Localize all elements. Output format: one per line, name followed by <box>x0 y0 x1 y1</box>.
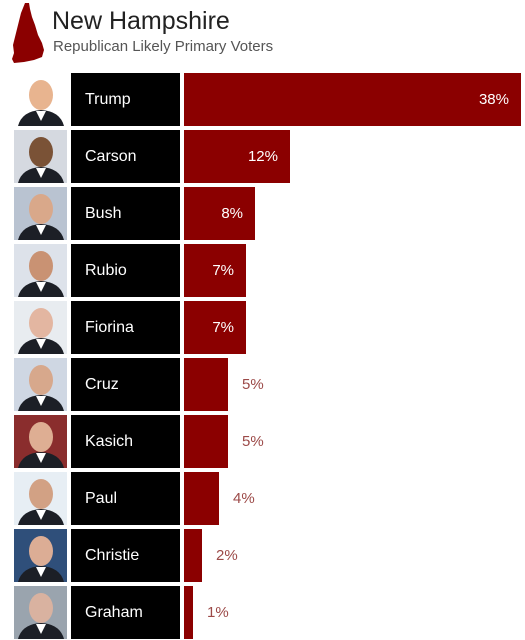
candidate-photo <box>14 529 67 582</box>
new-hampshire-state-icon <box>12 3 44 63</box>
candidate-name-box: Rubio <box>71 244 180 297</box>
candidate-name: Rubio <box>85 262 127 279</box>
candidate-name-box: Trump <box>71 73 180 126</box>
bar-row: Paul 4% <box>0 472 525 525</box>
bar-row: Trump 38% <box>0 73 525 126</box>
candidate-name: Paul <box>85 490 118 507</box>
value-label: 5% <box>242 433 264 450</box>
candidate-name: Trump <box>85 91 131 108</box>
value-label: 4% <box>233 490 255 507</box>
candidate-name-box: Paul <box>71 472 180 525</box>
candidate-photo <box>14 244 67 297</box>
chart-title: New Hampshire <box>52 7 230 35</box>
bar <box>184 472 219 525</box>
value-label: 1% <box>207 604 229 621</box>
candidate-photo <box>14 187 67 240</box>
bar <box>184 529 202 582</box>
bar <box>184 244 246 297</box>
candidate-photo <box>14 358 67 411</box>
bar <box>184 73 521 126</box>
value-label: 7% <box>212 262 234 279</box>
candidate-name: Christie <box>85 547 140 564</box>
value-label: 38% <box>478 91 509 108</box>
candidate-photo <box>14 73 67 126</box>
value-label: 7% <box>212 319 234 336</box>
candidate-name: Kasich <box>85 433 134 450</box>
candidate-name-box: Fiorina <box>71 301 180 354</box>
candidate-name: Fiorina <box>85 319 134 336</box>
bar <box>184 358 228 411</box>
bar-row: Carson 12% <box>0 130 525 183</box>
bar-row: Graham 1% <box>0 586 525 639</box>
bar-row: Christie 2% <box>0 529 525 582</box>
candidate-name-box: Carson <box>71 130 180 183</box>
bar <box>184 187 255 240</box>
candidate-name: Cruz <box>85 376 119 393</box>
bar <box>184 586 193 639</box>
chart-header: New Hampshire Republican Likely Primary … <box>0 0 525 66</box>
bar <box>184 301 246 354</box>
candidate-photo <box>14 415 67 468</box>
bar-row: Fiorina 7% <box>0 301 525 354</box>
candidate-name: Bush <box>85 205 122 222</box>
bar <box>184 130 290 183</box>
candidate-photo <box>14 301 67 354</box>
chart-subtitle: Republican Likely Primary Voters <box>53 38 274 55</box>
candidate-name: Carson <box>85 148 137 165</box>
candidate-photo <box>14 586 67 639</box>
candidate-name-box: Christie <box>71 529 180 582</box>
bar-row: Bush 8% <box>0 187 525 240</box>
bar-row: Rubio 7% <box>0 244 525 297</box>
candidate-name: Graham <box>85 604 143 621</box>
bar-row: Cruz 5% <box>0 358 525 411</box>
bar <box>184 415 228 468</box>
candidate-name-box: Kasich <box>71 415 180 468</box>
bar-row: Kasich 5% <box>0 415 525 468</box>
value-label: 8% <box>221 205 243 222</box>
candidate-name-box: Graham <box>71 586 180 639</box>
candidate-photo <box>14 130 67 183</box>
candidate-name-box: Cruz <box>71 358 180 411</box>
candidate-photo <box>14 472 67 525</box>
candidate-name-box: Bush <box>71 187 180 240</box>
value-label: 12% <box>247 148 278 165</box>
value-label: 2% <box>216 547 238 564</box>
value-label: 5% <box>242 376 264 393</box>
